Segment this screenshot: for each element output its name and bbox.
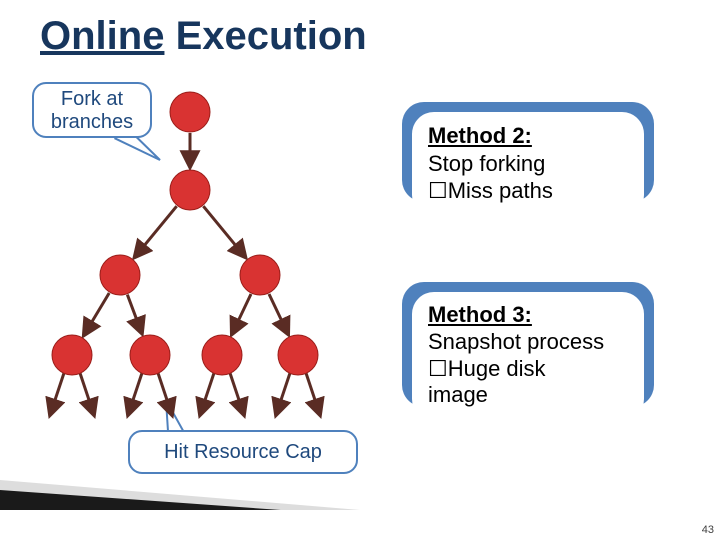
method3-title: Method 3: xyxy=(428,302,532,327)
method2-line1: Stop forking xyxy=(428,151,545,176)
callout-fork-text: Fork atbranches xyxy=(34,88,150,134)
callout-hitcap: Hit Resource Cap xyxy=(128,430,358,474)
method3-box: Method 3: Snapshot process ☐Huge disk im… xyxy=(412,292,644,421)
callout-hitcap-text: Hit Resource Cap xyxy=(130,432,356,472)
callout-fork: Fork atbranches xyxy=(32,82,152,138)
method3-line2: ☐Huge disk xyxy=(428,356,546,381)
method2-line2: ☐Miss paths xyxy=(428,178,553,203)
method3-line3: image xyxy=(428,382,488,407)
page-number: 43 xyxy=(702,524,714,536)
method2-box: Method 2: Stop forking ☐Miss paths xyxy=(412,112,644,217)
title-underlined: Online xyxy=(40,14,164,58)
slide: Online Execution Fork atbranches Hit Res… xyxy=(0,0,720,540)
diagram-svg xyxy=(0,0,720,540)
title-rest: Execution xyxy=(164,14,366,58)
method2-title: Method 2: xyxy=(428,123,532,148)
slide-title: Online Execution xyxy=(40,14,367,59)
method3-line1: Snapshot process xyxy=(428,329,604,354)
